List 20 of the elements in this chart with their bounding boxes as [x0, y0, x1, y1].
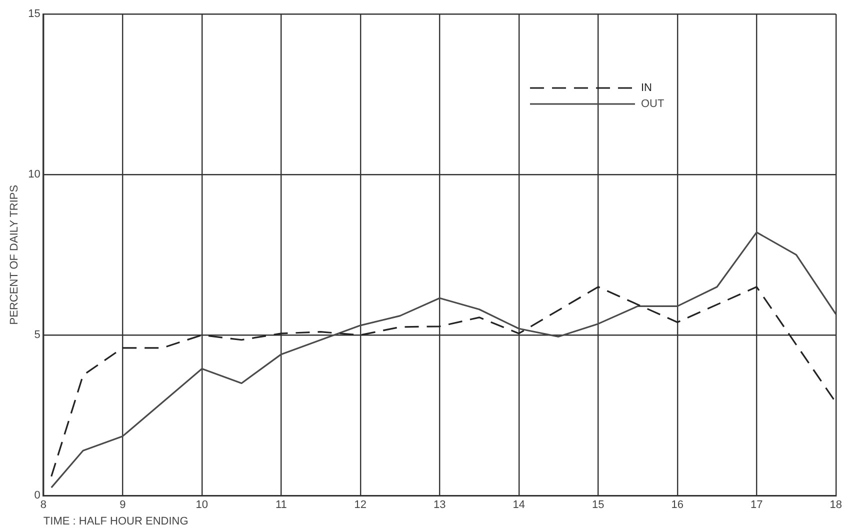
y-tick-label: 0: [34, 490, 40, 502]
x-tick-label: 12: [354, 499, 367, 512]
y-tick-label: 5: [34, 329, 40, 342]
x-tick-label: 8: [40, 499, 46, 512]
x-tick-label: 10: [196, 499, 208, 512]
line-series: [50, 286, 836, 478]
y-tick-label: 10: [28, 168, 40, 181]
x-axis-title: TIME : HALF HOUR ENDING: [43, 515, 188, 528]
x-tick-label: 9: [120, 499, 126, 512]
text: IN: [641, 82, 652, 94]
x-tick-label: 18: [830, 499, 842, 512]
y-axis-title: PERCENT OF DAILY TRIPS: [8, 184, 21, 325]
x-tick-label: 16: [671, 499, 684, 512]
x-tick-label: 14: [512, 499, 526, 512]
x-tick-label: 11: [275, 499, 287, 512]
x-tick-label: 17: [750, 499, 763, 512]
text: OUT: [641, 98, 664, 110]
y-tick-label: 15: [28, 8, 40, 20]
x-tick-label: 15: [592, 499, 604, 512]
x-tick-label: 13: [434, 499, 446, 512]
